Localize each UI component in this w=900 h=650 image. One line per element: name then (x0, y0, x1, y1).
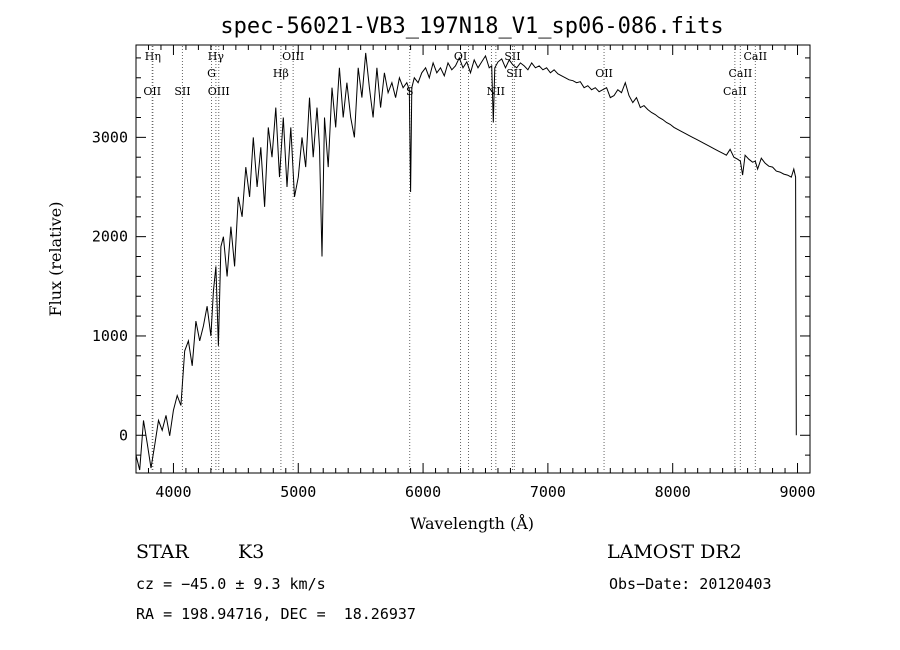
axis-ticks: 4000 5000 6000 7000 8000 9000 0 1000 2000 3000 (92, 45, 816, 501)
object-class: STAR (136, 541, 189, 563)
spectral-line-label: NII (487, 85, 505, 98)
x-tick-label: 7000 (530, 483, 566, 501)
observation-date: Obs−Date: 20120403 (609, 575, 772, 593)
chart-title: spec-56021-VB3_197N18_V1_sp06-086.fits (220, 14, 723, 39)
sky-coordinates: RA = 198.94716, DEC = 18.26937 (136, 605, 416, 623)
spectral-line-label: SII (504, 50, 520, 63)
spectrum-line (135, 52, 797, 471)
spectral-line-label: OII (143, 85, 161, 98)
spectral-line-label: CaII (723, 85, 747, 98)
x-axis-label: Wavelength (Å) (410, 513, 534, 533)
y-tick-label: 0 (119, 426, 128, 444)
x-tick-label: 4000 (155, 483, 191, 501)
spectral-line-label: CaII (743, 50, 767, 63)
y-axis-label: Flux (relative) (46, 202, 65, 317)
redshift-value: cz = −45.0 ± 9.3 km/s (136, 575, 326, 593)
x-tick-label: 5000 (280, 483, 316, 501)
spectral-line-label: Hη (145, 50, 161, 63)
spectral-line-label: OIII (208, 85, 230, 98)
spectral-line-label: Hβ (273, 67, 289, 80)
spectral-line-label: CaII (729, 67, 753, 80)
plot-frame (135, 44, 811, 474)
x-tick-label: 6000 (405, 483, 441, 501)
spectral-line-label: SII (174, 85, 190, 98)
y-tick-label: 1000 (92, 327, 128, 345)
survey-name: LAMOST DR2 (607, 541, 742, 563)
x-tick-label: 9000 (779, 483, 815, 501)
spectral-line-label: SII (506, 67, 522, 80)
spectrum-data (135, 52, 797, 471)
spectral-line-label: OII (595, 67, 613, 80)
spectral-line-label: OI (454, 50, 467, 63)
y-tick-label: 3000 (92, 128, 128, 146)
y-tick-label: 2000 (92, 228, 128, 246)
spectral-line-label: G (207, 67, 216, 80)
x-tick-label: 8000 (655, 483, 691, 501)
object-subclass: K3 (238, 541, 265, 563)
spectral-line-label: Hγ (208, 50, 225, 63)
spectral-line-label: OIII (282, 50, 304, 63)
